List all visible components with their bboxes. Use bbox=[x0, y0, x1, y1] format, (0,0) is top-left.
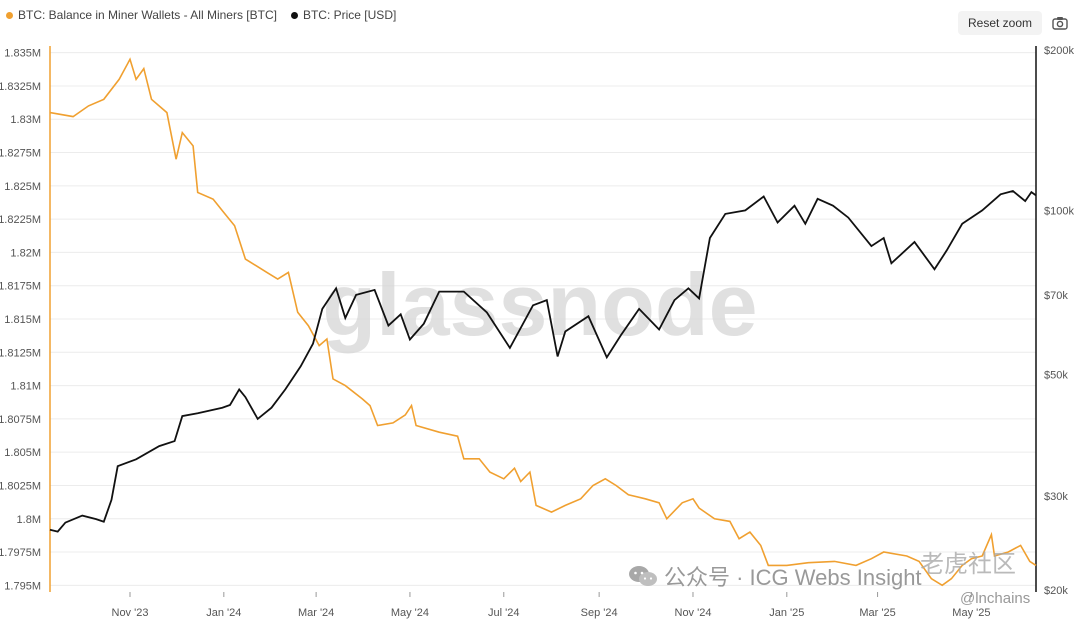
y-left-tick-label: 1.83M bbox=[10, 114, 41, 126]
right-axis-ticks: $20k $30k $50k $70k $100k $200k bbox=[1044, 45, 1074, 597]
community-mark: 老虎社区 bbox=[920, 551, 1016, 578]
y-left-tick-label: 1.7975M bbox=[0, 547, 41, 559]
legend-dot-price-icon bbox=[290, 11, 298, 19]
wechat-text: 公众号 · ICG Webs Insight bbox=[664, 565, 922, 590]
y-left-tick-label: 1.8075M bbox=[0, 414, 41, 426]
x-tick-label: Mar '24 bbox=[298, 607, 334, 619]
x-tick-label: Nov '23 bbox=[112, 607, 149, 619]
y-right-tick-label: $70k bbox=[1044, 290, 1068, 302]
y-left-tick-label: 1.795M bbox=[4, 580, 41, 592]
y-left-tick-label: 1.815M bbox=[4, 314, 41, 326]
legend: BTC: Balance in Miner Wallets - All Mine… bbox=[6, 8, 396, 22]
legend-item-price[interactable]: BTC: Price [USD] bbox=[290, 8, 397, 22]
y-left-tick-label: 1.8M bbox=[17, 514, 41, 526]
series-line-balance bbox=[49, 57, 1037, 587]
x-tick-label: Sep '24 bbox=[581, 607, 618, 619]
y-right-tick-label: $30k bbox=[1044, 491, 1068, 503]
x-tick-label: Mar '25 bbox=[859, 607, 895, 619]
y-left-tick-label: 1.8025M bbox=[0, 480, 41, 492]
handle-text: @lnchains bbox=[960, 590, 1031, 607]
x-tick-label: Nov '24 bbox=[675, 607, 712, 619]
x-tick-label: Jul '24 bbox=[488, 607, 519, 619]
y-left-tick-label: 1.82M bbox=[10, 247, 41, 259]
series-line-price bbox=[49, 190, 1037, 533]
grid bbox=[50, 52, 1036, 586]
x-tick-label: May '25 bbox=[952, 607, 990, 619]
legend-label-price: BTC: Price [USD] bbox=[302, 8, 397, 22]
y-left-tick-label: 1.825M bbox=[4, 181, 41, 193]
legend-dot-balance-icon bbox=[6, 11, 13, 19]
watermark: glassnode bbox=[322, 255, 757, 354]
wechat-overlay: 公众号 · ICG Webs Insight bbox=[628, 560, 922, 592]
legend-label-balance: BTC: Balance in Miner Wallets - All Mine… bbox=[18, 8, 277, 22]
x-tick-label: Jan '25 bbox=[769, 607, 804, 619]
y-left-tick-label: 1.8125M bbox=[0, 347, 41, 359]
y-right-tick-label: $200k bbox=[1044, 45, 1074, 57]
wechat-icon bbox=[629, 566, 657, 586]
y-left-tick-label: 1.81M bbox=[10, 381, 41, 393]
camera-icon[interactable] bbox=[1050, 14, 1070, 32]
y-right-tick-label: $20k bbox=[1044, 585, 1068, 597]
reset-zoom-button[interactable]: Reset zoom bbox=[958, 11, 1042, 35]
y-right-tick-label: $100k bbox=[1044, 205, 1074, 217]
left-axis-ticks: 1.795M 1.7975M 1.8M 1.8025M 1.805M 1.8075M 1.8… bbox=[0, 48, 41, 593]
x-tick-label: Jan '24 bbox=[206, 607, 241, 619]
y-right-tick-label: $50k bbox=[1044, 370, 1068, 382]
x-tick-label: May '24 bbox=[391, 607, 429, 619]
x-axis-ticks: Nov '23 Jan '24 Mar '24 May '24 Jul '24 Sep '… bbox=[112, 592, 990, 619]
y-left-tick-label: 1.8225M bbox=[0, 214, 41, 226]
legend-item-balance[interactable]: BTC: Balance in Miner Wallets - All Mine… bbox=[6, 8, 277, 22]
y-left-tick-label: 1.835M bbox=[4, 48, 41, 60]
y-left-tick-label: 1.8175M bbox=[0, 281, 41, 293]
y-left-tick-label: 1.8275M bbox=[0, 148, 41, 160]
y-left-tick-label: 1.805M bbox=[4, 447, 41, 459]
y-left-tick-label: 1.8325M bbox=[0, 81, 41, 93]
